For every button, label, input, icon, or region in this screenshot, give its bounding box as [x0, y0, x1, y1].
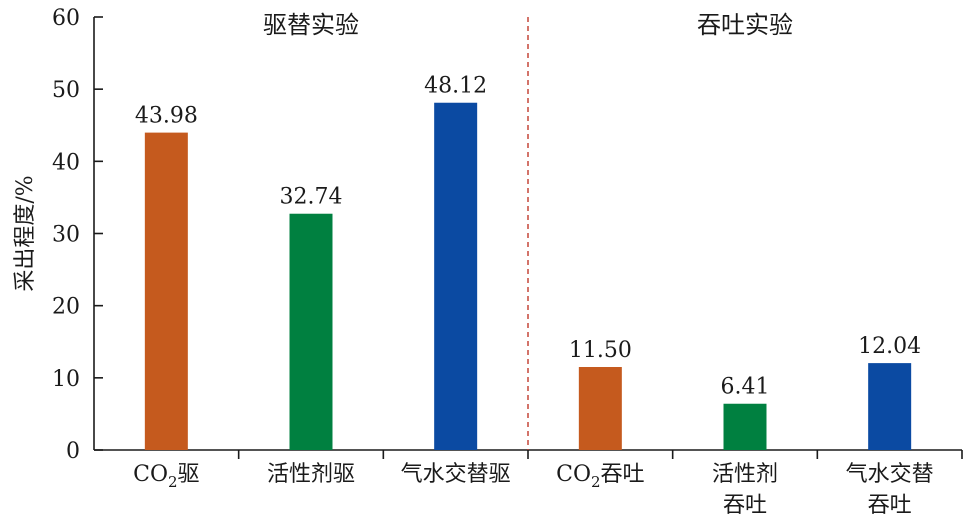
y-tick-label: 60	[52, 6, 80, 31]
y-tick-label: 10	[52, 367, 80, 392]
category-label: CO2吞吐	[556, 462, 644, 491]
bar	[868, 363, 912, 450]
value-label: 48.12	[424, 74, 487, 99]
y-tick-label: 50	[52, 78, 80, 103]
y-tick-label: 30	[52, 223, 80, 248]
value-label: 11.50	[569, 338, 632, 363]
value-label: 6.41	[721, 375, 770, 400]
value-label: 12.04	[858, 334, 921, 359]
bar	[578, 367, 622, 450]
category-label: 活性剂	[712, 462, 778, 487]
group-label: 驱替实验	[263, 11, 359, 39]
bar	[434, 102, 478, 450]
category-label: 气水交替驱	[401, 462, 511, 487]
category-label: 气水交替	[846, 462, 934, 487]
value-label: 32.74	[280, 185, 343, 210]
y-tick-label: 40	[52, 150, 80, 175]
y-tick-label: 20	[52, 295, 80, 320]
bar	[289, 213, 333, 450]
axes	[93, 16, 963, 459]
bar	[723, 403, 767, 450]
bars	[144, 102, 912, 450]
category-label: CO2驱	[133, 462, 199, 491]
group-label: 吞吐实验	[697, 11, 793, 39]
y-axis-label: 采出程度/%	[13, 175, 38, 291]
labels: 0 10 20 30 40 50 60 采出程度/% 驱替实验 吞吐实验 43.98 CO2驱 32.7…	[13, 6, 934, 518]
category-label: 吞吐	[868, 493, 912, 518]
category-label: 活性剂驱	[267, 462, 355, 487]
bar	[144, 132, 188, 450]
value-label: 43.98	[135, 104, 198, 129]
y-tick-label: 0	[66, 439, 80, 464]
category-label: 吞吐	[723, 493, 767, 518]
